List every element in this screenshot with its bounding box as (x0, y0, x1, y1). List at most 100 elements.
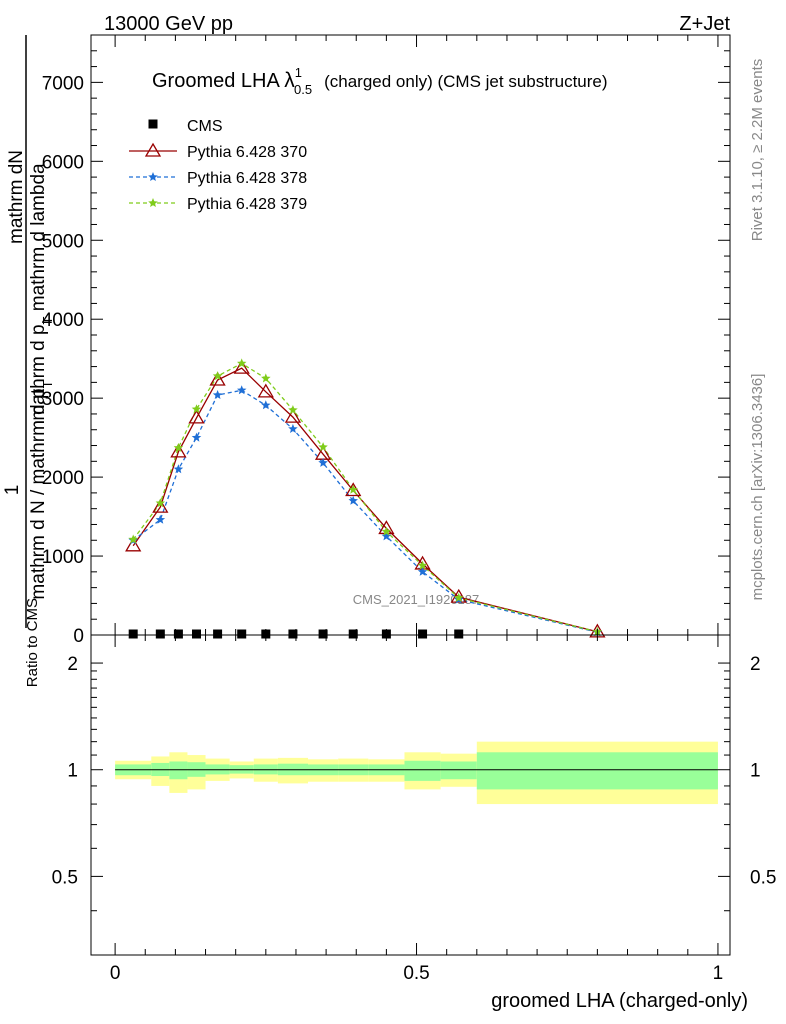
y-axis-label: mathrm dN mathrm d pT mathrm d lambda 1 … (2, 35, 55, 628)
main-axis-ticks: 0 1000 2000 3000 4000 5000 6000 7000 (42, 34, 730, 647)
ratio-stat-band (404, 760, 441, 781)
y-tick-label: 3000 (42, 389, 84, 410)
ratio-y-tick-label-right: 2 (750, 654, 761, 675)
main-panel: CMS_2021_I1920187 0 1000 2000 3000 4000 5000 6… (2, 34, 731, 647)
main-series-lines (132, 362, 598, 633)
series-1-point (257, 383, 274, 398)
x-tick-label: 1 (713, 963, 724, 984)
legend-label: CMS (187, 118, 223, 135)
legend-label: Pythia 6.428 379 (187, 196, 307, 213)
series-3-point (417, 560, 428, 570)
ratio-stat-band (440, 761, 477, 780)
series-0-point (173, 629, 183, 639)
series-0-point (128, 629, 138, 639)
series-1-point (170, 443, 187, 458)
series-0-point (213, 629, 223, 639)
chart-title-symbol: λ (284, 69, 295, 92)
y-tick-label: 0 (73, 626, 84, 647)
series-3-line (132, 362, 598, 633)
series-3-point (288, 405, 298, 414)
rivet-label: Rivet 3.1.10, ≥ 2.2M events (749, 59, 766, 242)
legend-label: Pythia 6.428 370 (187, 144, 307, 161)
series-3-point (454, 592, 464, 602)
series-3-point (191, 404, 202, 414)
series-1-point (450, 588, 467, 603)
y-tick-label: 5000 (42, 231, 84, 252)
series-0-point (191, 629, 201, 639)
series-3-point (173, 442, 184, 452)
watermark: CMS_2021_I1920187 (353, 592, 480, 607)
legend-marker (144, 142, 162, 157)
x-tick-label: 0.5 (403, 963, 429, 984)
series-1-point (284, 408, 302, 423)
series-3-point (261, 373, 271, 383)
series-0-point (318, 629, 328, 639)
y-label-one: 1 (2, 485, 23, 496)
legend: CMS Pythia 6.428 370 Pythia 6.428 378 Pythi… (129, 118, 307, 213)
legend-label: Pythia 6.428 378 (187, 170, 307, 187)
chart-title-sup: 1 (295, 65, 302, 80)
main-series-marks (125, 358, 606, 639)
series-0-point (288, 629, 298, 639)
y-tick-label: 4000 (42, 310, 84, 331)
series-0-point (237, 629, 247, 639)
x-axis-label: groomed LHA (charged-only) (491, 990, 748, 1012)
chart-title: Groomed LHA λ1 0.5 (charged only) (CMS jet… (152, 65, 608, 97)
y-label-num-b-main: mathrm d p (28, 324, 49, 420)
series-3-point (155, 498, 166, 508)
series-1-line (132, 367, 598, 633)
chart-title-sub: 0.5 (294, 82, 312, 97)
y-tick-label: 7000 (42, 73, 84, 94)
series-3-point (381, 526, 392, 536)
ratio-y-label: Ratio to CMS (24, 598, 41, 687)
y-label-num-a: mathrm dN (6, 150, 27, 244)
series-1-point (188, 409, 205, 424)
series-1-point (209, 371, 226, 386)
ratio-y-tick-label-right: 0.5 (750, 867, 776, 888)
legend-marker (148, 119, 158, 129)
ratio-y-tick-label: 2 (67, 654, 78, 675)
series-1-point (345, 482, 362, 497)
y-tick-label: 6000 (42, 152, 84, 173)
series-1-point (152, 498, 169, 513)
y-label-num-b-tail: mathrm d lambda (28, 163, 49, 317)
ratio-y-tick-label-right: 1 (750, 761, 761, 782)
ratio-stat-band (476, 752, 718, 790)
energy-label: 13000 GeV pp (104, 13, 233, 35)
y-label-den-main: mathrm d N / mathrm d p (28, 388, 49, 599)
series-2-point (261, 400, 271, 410)
process-label: Z+Jet (679, 13, 730, 35)
series-0-point (348, 629, 358, 639)
series-2-point (348, 495, 358, 505)
x-tick-label: 0 (110, 963, 121, 984)
series-2-point (318, 457, 328, 467)
ratio-panel: 0.5 0.5 1 1 2 2 0 0.5 1 Ratio to CMS groomed LHA… (24, 598, 776, 1012)
series-2-point (381, 531, 392, 541)
legend-marker (148, 198, 158, 207)
ratio-y-tick-label: 0.5 (52, 867, 78, 888)
series-2-point (191, 432, 202, 442)
series-0-point (155, 629, 165, 639)
ratio-y-tick-label: 1 (67, 761, 78, 782)
series-2-line (132, 389, 598, 633)
ratio-bands (115, 741, 718, 805)
y-tick-label: 2000 (42, 468, 84, 489)
y-label-den: mathrm d N / mathrm d pT (28, 380, 55, 599)
ratio-stat-band (169, 761, 188, 780)
series-2-point (417, 566, 428, 576)
series-2-point (212, 390, 223, 399)
series-1-point (233, 359, 250, 374)
series-3-point (348, 484, 358, 494)
series-0-point (418, 629, 428, 639)
y-label-num-b: mathrm d pT mathrm d lambda (28, 163, 55, 421)
series-2-point (288, 423, 298, 433)
series-3-point (128, 534, 138, 544)
series-2-point (237, 385, 247, 395)
chart-title-suffix: (charged only) (CMS jet substructure) (324, 72, 607, 91)
mcplots-label: mcplots.cern.ch [arXiv:1306.3436] (749, 374, 766, 601)
y-label-den-sub: T (40, 380, 55, 388)
series-3-point (212, 371, 223, 381)
chart-title-prefix: Groomed LHA (152, 70, 284, 92)
series-2-point (173, 464, 184, 474)
